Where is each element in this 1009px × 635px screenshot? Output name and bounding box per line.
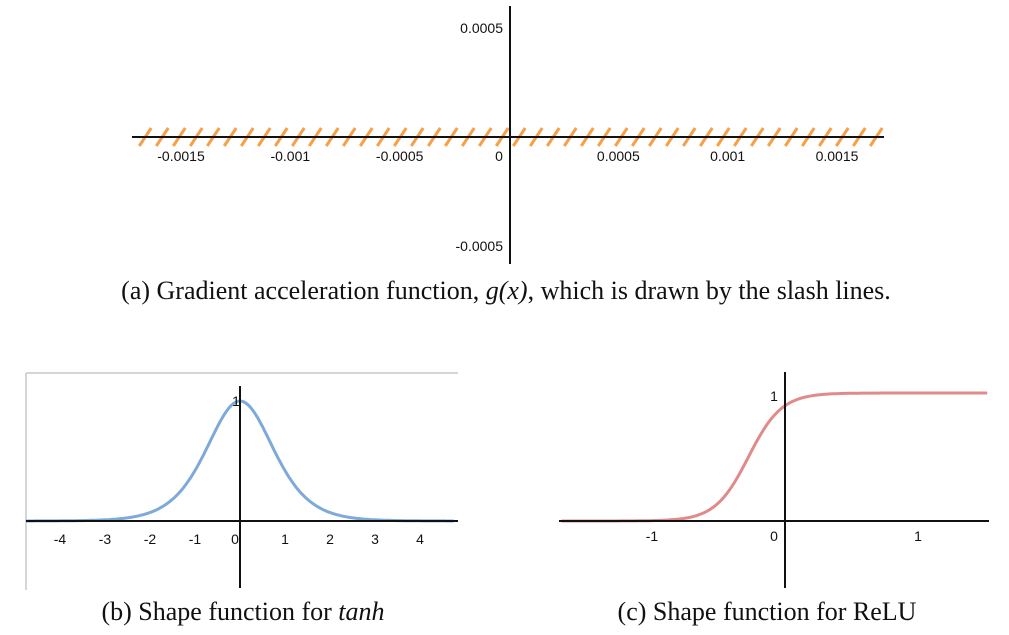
panel-a-x-tick-label: 0 [495,148,503,164]
panel-b-caption: (b) Shape function for tanh [101,597,384,626]
panel-a-y-tick-label: -0.0005 [456,238,504,254]
panel-a-x-tick-label: 0.0005 [597,148,640,164]
panel-b-x-tick-label: -3 [99,531,112,547]
panel-c-x-tick-label: 0 [770,528,778,544]
panel-c-y-tick-label: 1 [770,388,778,404]
panel-a-x-tick-label: 0.001 [710,148,745,164]
panel-b-y-tick-label: 1 [232,393,240,409]
panel-c: -1 0 1 1 (c) Shape function for ReLU [559,372,989,626]
panel-a-x-tick-label: -0.001 [270,148,310,164]
panel-b-x-tick-label: 2 [326,531,334,547]
panel-a-x-tick-label: -0.0015 [157,148,205,164]
panel-b-x-tick-label: 4 [416,531,424,547]
panel-b-x-tick-label: 1 [281,531,289,547]
panel-c-x-tick-label: 1 [914,528,922,544]
panel-a-y-tick-label: 0.0005 [460,20,503,36]
panel-b-x-tick-label: -4 [54,531,67,547]
panel-b-x-tick-label: -2 [144,531,157,547]
panel-a-x-tick-label: 0.0015 [816,148,859,164]
series-c-relu-shape [561,391,988,523]
panel-a: -0.0015 -0.001 -0.0005 0 0.0005 0.001 0.0015 0.… [121,6,891,305]
panel-b-x-tick-label: -1 [189,531,202,547]
panel-b: -4 -3 -2 -1 0 1 2 3 4 1 (b) Shape function for ta… [25,372,458,626]
panel-a-caption: (a) Gradient acceleration function, g(x)… [121,276,891,305]
panel-c-x-tick-label: -1 [646,528,659,544]
panel-a-x-tick-label: -0.0005 [376,148,424,164]
panel-c-caption: (c) Shape function for ReLU [618,597,917,626]
panel-b-x-tick-label: 0 [231,531,239,547]
panel-b-x-tick-label: 3 [371,531,379,547]
